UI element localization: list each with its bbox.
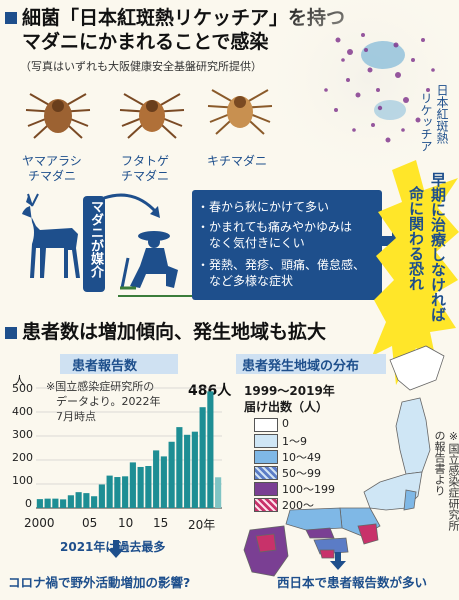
legend-swatch-4 (254, 482, 278, 496)
tick-name-2a: フタトゲ (121, 154, 170, 168)
info-point-2b: なく気付きにくい (197, 236, 305, 250)
bar-2009 (114, 477, 121, 508)
section1-title-line1: 細菌「日本紅斑熱リケッチア」を持つ (22, 7, 346, 29)
deer-illustration (10, 188, 90, 292)
bar-2008 (106, 475, 113, 508)
warning-text-1: 早期に治療しなければ (429, 172, 447, 322)
ytick-label: 200 (12, 451, 33, 464)
chart-title: 患者報告数 (72, 359, 138, 374)
bar-2018 (184, 434, 191, 508)
info-point-3: ・発熱、発疹、頭痛、倦怠感、 (197, 258, 366, 272)
xtick-label: 10 (118, 516, 134, 530)
photo-credit: （写真はいずれも大阪健康安全基盤研究所提供） (20, 60, 262, 73)
ytick-label: 0 (25, 497, 32, 510)
legend-label-4: 100〜199 (282, 483, 335, 496)
info-point-1: ・春から秋にかけて多い (197, 200, 330, 214)
bar-2011 (129, 462, 136, 508)
xtick-label: 2000 (24, 516, 55, 530)
curved-arrow-icon (100, 190, 170, 234)
bar-2010 (122, 476, 129, 508)
bar-2014 (153, 450, 160, 508)
bar-2004 (75, 492, 82, 508)
chart-annotation: 2021年は過去最多 (60, 540, 166, 554)
map-caption: 西日本で患者報告数が多い (277, 575, 428, 590)
info-point-2: ・かまれても痛みやかゆみは (197, 220, 353, 234)
legend-swatch-1 (254, 434, 278, 448)
tick-yamaarashi (18, 80, 98, 149)
legend-label-2: 10〜49 (282, 451, 321, 464)
bar-2020 (199, 407, 206, 508)
info-box (192, 190, 382, 300)
farmer-illustration (118, 228, 193, 302)
legend-swatch-3 (254, 466, 278, 480)
bar-2000 (44, 498, 51, 508)
vector-badge (83, 196, 105, 292)
tick-name-2b: チマダニ (121, 169, 170, 183)
tick-name-1b: チマダニ (28, 169, 77, 183)
bar-2001 (52, 498, 59, 508)
arrow-down-icon (330, 552, 346, 574)
warning-starburst (372, 160, 459, 389)
bar-2022 (215, 477, 222, 508)
chart-peak-label: 486人 (188, 383, 232, 399)
bacteria-label-1: 日本紅斑熱 (435, 84, 449, 144)
chart-caption: コロナ禍で野外活動増加の影響? (8, 575, 191, 590)
ytick-label: 500 (12, 382, 33, 395)
legend-label-0: 0 (282, 417, 289, 430)
section2-marker (5, 327, 17, 339)
map-title-box (236, 354, 386, 374)
section2-title: 患者数は増加傾向、発生地域も拡大 (22, 321, 327, 343)
bar-2017 (176, 427, 183, 508)
tick-futatoge (112, 80, 192, 149)
chart-note-3: 7月時点 (56, 410, 96, 423)
legend-label-3: 50〜99 (282, 467, 321, 480)
xtick-label: 20年 (188, 518, 216, 532)
section1-title-line2: マダニにかまれることで感染 (22, 31, 269, 53)
chart-note-2: データより。2022年 (56, 395, 161, 408)
legend-swatch-5 (254, 498, 278, 512)
warning-text-2: 命に関わる恐れ (407, 186, 425, 291)
vector-label: マダニが媒介 (88, 200, 103, 278)
bar-2005 (83, 493, 90, 508)
bar-2021 (207, 391, 214, 508)
section-marker (5, 12, 17, 24)
bar-2016 (168, 441, 175, 508)
legend-label-1: 1〜9 (282, 435, 307, 448)
bar-2013 (145, 466, 152, 508)
chart-note-1: ※国立感染症研究所の (46, 380, 155, 393)
xtick-label: 05 (82, 516, 98, 530)
bar-2012 (137, 466, 144, 508)
legend-swatch-0 (254, 418, 278, 432)
bar-2015 (160, 456, 167, 508)
legend-label-5: 200〜 (282, 499, 314, 512)
tick-name-1a: ヤマアラシ (22, 154, 82, 168)
chart-ylabel: 人 (14, 374, 25, 387)
map-period: 1999〜2019年 (244, 384, 335, 398)
bar-2002 (60, 499, 67, 508)
bar-2006 (91, 496, 98, 508)
bacteria-label-2: リケッチア (419, 92, 433, 152)
bar-2007 (98, 484, 105, 508)
xtick-label: 15 (153, 516, 169, 530)
ytick-label: 400 (12, 405, 33, 418)
bacteria-photo (278, 0, 459, 175)
tick-name-3a: キチマダニ (207, 154, 268, 168)
bar-1999 (36, 499, 43, 508)
bar-2003 (67, 495, 74, 508)
legend-swatch-2 (254, 450, 278, 464)
arrow-down-icon (108, 540, 124, 562)
chart-title-box (60, 354, 178, 374)
info-point-3b: など多様な症状 (197, 274, 294, 288)
map-subtitle: 届け出数（人） (244, 400, 329, 414)
map-title: 患者発生地域の分布 (242, 359, 360, 374)
ytick-label: 300 (12, 428, 33, 441)
japan-map (230, 340, 459, 584)
ytick-label: 100 (12, 474, 33, 487)
bar-2019 (191, 431, 198, 508)
map-source-note: ※国立感染症研究所の報告書より (433, 430, 459, 531)
tick-kichi (200, 76, 280, 145)
bar-chart (36, 387, 222, 509)
